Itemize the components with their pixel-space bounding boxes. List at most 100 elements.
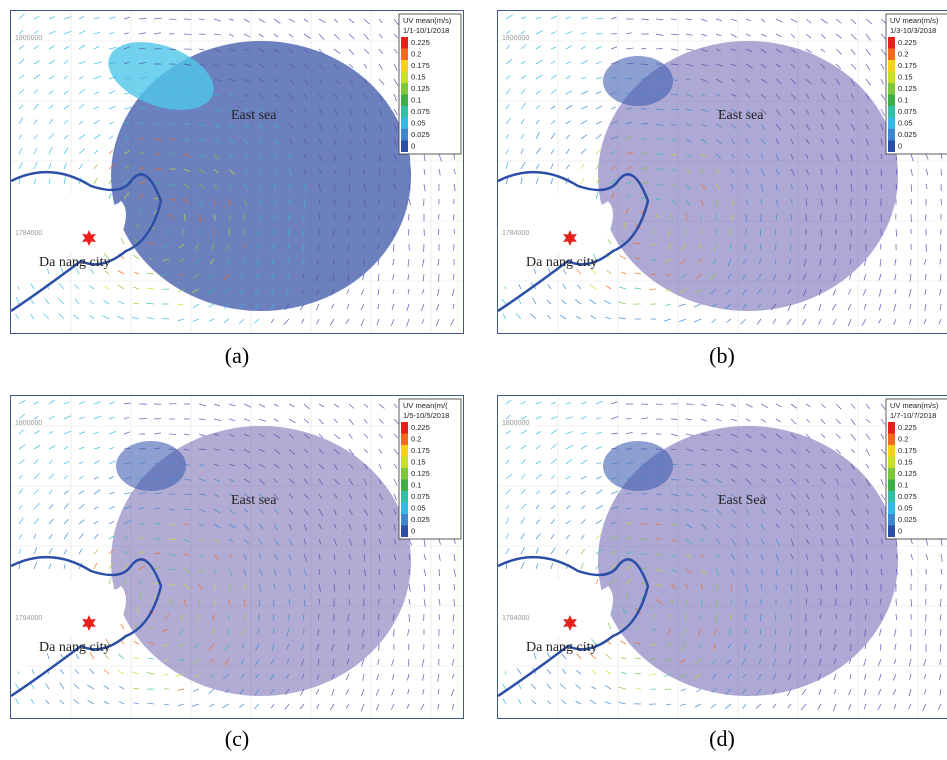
flow-arrow <box>213 108 222 112</box>
flow-arrow <box>550 519 555 525</box>
flow-arrow <box>393 168 396 176</box>
flow-arrow <box>302 243 305 252</box>
flow-arrow <box>243 183 249 191</box>
flow-arrow <box>212 613 215 621</box>
flow-arrow <box>228 463 235 467</box>
legend-value: 0.175 <box>411 61 430 70</box>
flow-arrow <box>273 183 276 190</box>
flow-arrow <box>670 538 677 543</box>
flow-arrow <box>363 108 368 115</box>
flow-arrow <box>909 673 912 680</box>
flow-arrow <box>228 523 236 529</box>
flow-arrow <box>18 444 26 450</box>
flow-arrow <box>865 138 870 146</box>
flow-arrow <box>820 123 824 130</box>
flow-arrow <box>700 493 706 498</box>
flow-arrow <box>666 273 672 276</box>
flow-arrow <box>271 258 275 265</box>
flow-arrow <box>670 33 679 36</box>
flow-arrow <box>347 613 350 622</box>
flow-arrow <box>550 149 555 155</box>
flow-arrow <box>550 177 554 185</box>
legend-swatch <box>888 71 895 83</box>
flow-arrow <box>580 16 589 20</box>
flow-arrow <box>332 658 335 667</box>
flow-arrow <box>685 153 692 158</box>
flow-arrow <box>363 568 367 577</box>
flow-arrow <box>333 418 338 424</box>
flow-arrow <box>378 463 382 470</box>
flow-arrow <box>406 703 410 709</box>
flow-arrow <box>520 148 524 155</box>
flow-arrow <box>138 506 145 510</box>
flow-arrow <box>820 78 827 85</box>
flow-arrow <box>801 318 807 326</box>
flow-arrow <box>318 433 324 438</box>
flow-arrow <box>270 288 275 295</box>
flow-arrow <box>863 303 867 310</box>
flow-arrow <box>348 138 352 144</box>
flow-arrow <box>610 120 619 125</box>
flow-arrow <box>595 105 603 110</box>
flow-arrow <box>625 521 633 525</box>
flow-arrow <box>213 228 215 235</box>
land <box>11 574 126 676</box>
flow-arrow <box>59 682 65 690</box>
flow-arrow <box>772 673 777 680</box>
flow-arrow <box>407 628 410 636</box>
flow-arrow <box>908 688 912 696</box>
flow-arrow <box>685 138 692 143</box>
flow-arrow <box>270 658 275 665</box>
flow-arrow <box>228 168 235 175</box>
flow-arrow <box>116 316 125 320</box>
flow-arrow <box>393 493 397 501</box>
flow-arrow <box>820 463 827 470</box>
flow-arrow <box>134 271 140 275</box>
flow-arrow <box>787 288 792 294</box>
flow-arrow <box>422 273 425 282</box>
flow-arrow <box>625 578 632 585</box>
flow-arrow <box>78 120 84 125</box>
flow-arrow <box>879 628 882 636</box>
flow-arrow <box>258 508 264 514</box>
flow-arrow <box>393 568 396 577</box>
flow-arrow <box>377 628 380 637</box>
flow-arrow <box>238 703 245 708</box>
flow-arrow <box>105 638 110 645</box>
legend-value: 0.2 <box>411 434 421 443</box>
flow-arrow <box>610 432 618 435</box>
flow-arrow <box>48 178 51 185</box>
flow-arrow <box>535 90 542 95</box>
flow-arrow <box>520 415 527 420</box>
flow-arrow <box>316 288 320 295</box>
flow-arrow <box>89 315 95 320</box>
flow-arrow <box>850 183 853 192</box>
flow-arrow <box>29 298 35 305</box>
flow-arrow <box>78 533 84 540</box>
flow-arrow <box>33 518 40 525</box>
flow-arrow <box>273 168 278 176</box>
flow-arrow <box>700 538 706 544</box>
flow-arrow <box>123 61 130 65</box>
flow-arrow <box>273 33 279 38</box>
flow-arrow <box>865 108 869 114</box>
flow-arrow <box>108 16 116 20</box>
flow-arrow <box>63 445 69 450</box>
flow-arrow <box>363 78 368 85</box>
flow-arrow <box>595 121 602 125</box>
flow-arrow <box>240 673 245 679</box>
flow-arrow <box>243 33 251 38</box>
flow-arrow <box>393 508 397 516</box>
flow-arrow <box>93 91 100 95</box>
flow-arrow <box>760 153 764 160</box>
flow-arrow <box>589 284 597 290</box>
flow-arrow <box>423 153 426 161</box>
flow-arrow <box>108 62 117 65</box>
flow-arrow <box>363 123 367 131</box>
legend-swatch <box>888 445 895 457</box>
flow-arrow <box>146 272 155 275</box>
flow-arrow <box>273 123 279 129</box>
flow-arrow <box>505 118 511 125</box>
flow-arrow <box>774 643 777 652</box>
flow-arrow <box>730 448 738 454</box>
